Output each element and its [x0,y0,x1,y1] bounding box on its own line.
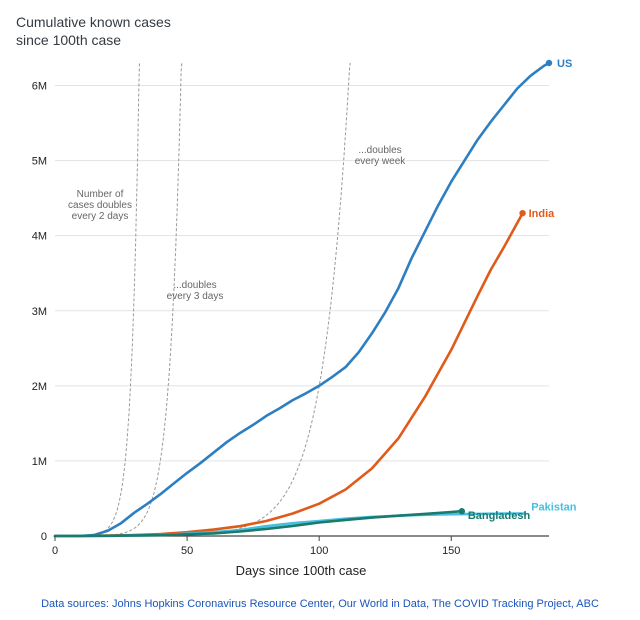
doubling-guide-line [55,62,183,537]
y-tick-label: 2M [32,381,47,393]
doubling-guide-label: every week [355,156,407,167]
series-line-us [53,61,551,538]
y-tick-label: 3M [32,306,47,318]
x-tick-label: 150 [442,545,460,557]
series-end-marker [519,209,526,217]
series-label-india: India [529,208,556,220]
series-line-bangladesh [53,509,464,538]
series-end-marker [458,508,466,515]
y-tick-label: 0 [41,531,47,543]
x-axis: 0 50 100 150 [52,536,460,557]
doubling-guide-label: Number of [77,189,124,200]
chart-title-line-1: Cumulative known cases [16,14,171,30]
series-end-marker [545,59,553,67]
y-tick-label: 5M [32,156,47,168]
series-label-bangladesh: Bangladesh [468,510,531,522]
gridlines [55,85,549,537]
doubling-guide-label: ...doubles [358,145,401,156]
doubling-guide-label: ...doubles [173,280,216,291]
doubling-guide-label: every 2 days [72,211,129,222]
x-tick-label: 0 [52,545,58,557]
series-label-pakistan: Pakistan [531,501,577,513]
chart-title-line-2: since 100th case [16,32,121,48]
doubling-guide-label: every 3 days [167,291,224,302]
doubling-guide-line [55,62,140,537]
doubling-guide-label: cases doubles [68,200,132,211]
x-axis-label: Days since 100th case [236,563,367,578]
data-source-note: Data sources: Johns Hopkins Coronavirus … [41,598,599,610]
x-tick-label: 100 [310,545,328,557]
y-tick-label: 6M [32,81,47,93]
y-tick-label: 1M [32,456,47,468]
chart: Cumulative known cases since 100th case … [16,14,577,578]
series-label-us: US [557,58,572,70]
x-tick-label: 50 [181,545,193,557]
y-tick-label: 4M [32,231,47,243]
y-axis: 0 1M 2M 3M 4M 5M 6M [32,81,47,543]
